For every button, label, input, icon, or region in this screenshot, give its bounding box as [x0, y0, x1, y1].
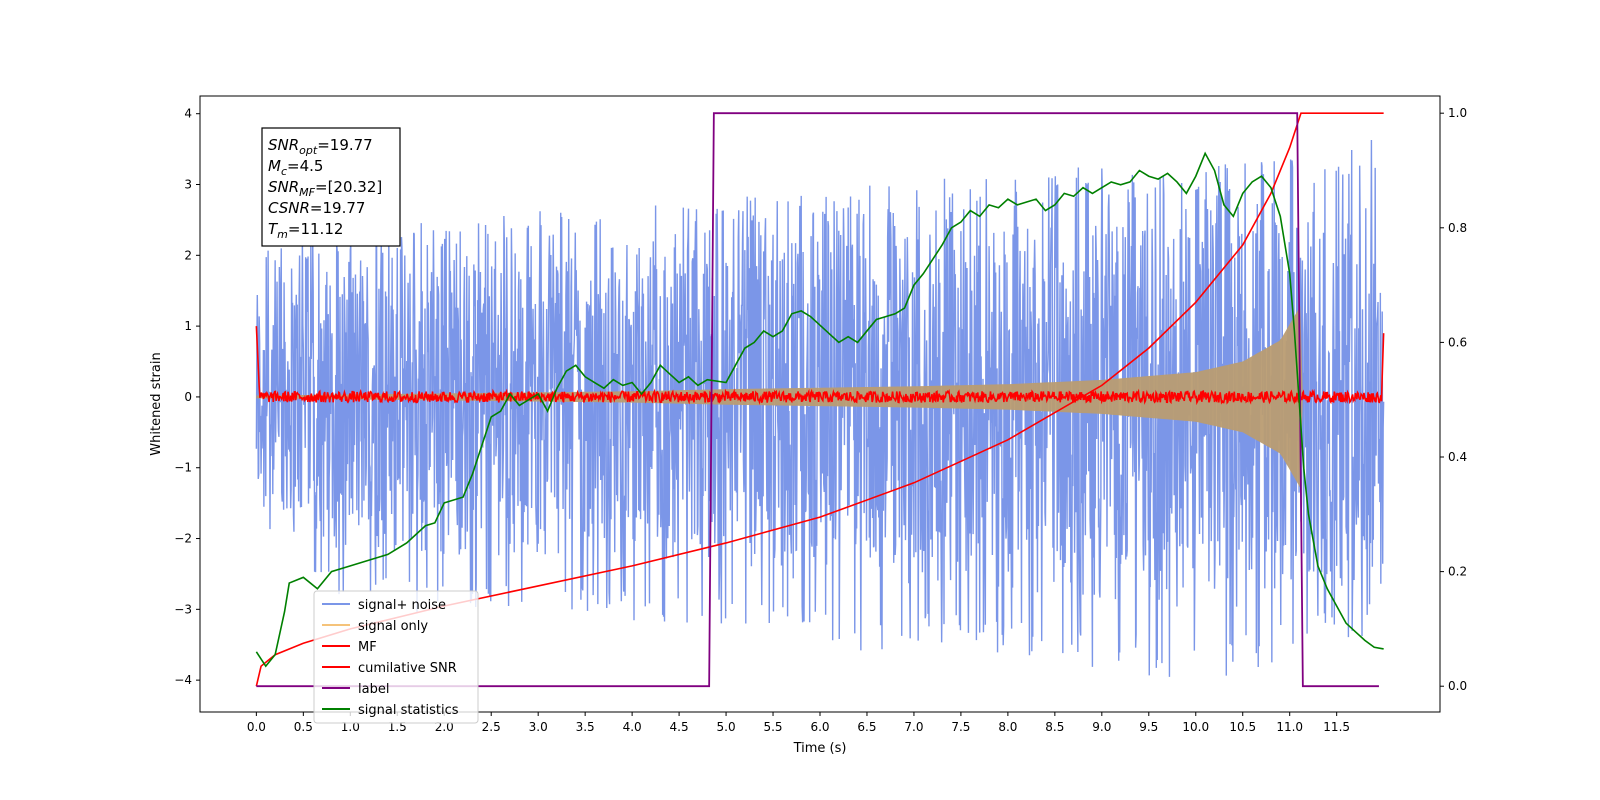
series-mf [255, 326, 1385, 406]
x-tick-label: 8.5 [1045, 720, 1064, 734]
y2-tick-label: 0.4 [1448, 450, 1467, 464]
x-tick-label: 4.0 [623, 720, 642, 734]
series-signal-noise [255, 139, 1385, 677]
y2-tick-label: 0.8 [1448, 221, 1467, 235]
legend-label: signal only [358, 619, 428, 634]
y-tick-label: 1 [184, 319, 192, 333]
legend-label: cumilative SNR [358, 661, 457, 676]
x-tick-label: 3.0 [529, 720, 548, 734]
x-tick-label: 11.5 [1323, 720, 1350, 734]
x-tick-label: 0.5 [294, 720, 313, 734]
annotation-frame [261, 127, 401, 247]
annotation-line: Tm=11.12 [268, 220, 343, 241]
annotation-box: SNRopt=19.77Mc=4.5SNRMF=[20.32]CSNR=19.7… [261, 127, 401, 247]
y-tick-label: −2 [174, 532, 192, 546]
y-tick-label: −4 [174, 673, 192, 687]
x-axis-label: Time (s) [793, 741, 847, 756]
annotation-line: Mc=4.5 [268, 157, 323, 178]
x-tick-label: 7.0 [904, 720, 923, 734]
y2-tick-label: 1.0 [1448, 106, 1467, 120]
y2-tick-label: 0.0 [1448, 679, 1467, 693]
legend-label: MF [358, 640, 377, 655]
x-tick-label: 5.5 [763, 720, 782, 734]
x-axis: 0.0 0.5 1.0 1.5 2.0 2.5 3.0 3.5 4.0 4.5 5.0 5.5 6.0 6… [247, 712, 1350, 734]
y-tick-label: −1 [174, 461, 192, 475]
x-tick-label: 5.0 [717, 720, 736, 734]
x-tick-label: 11.0 [1276, 720, 1303, 734]
y2-tick-label: 0.6 [1448, 335, 1467, 349]
x-tick-label: 9.5 [1139, 720, 1158, 734]
y-tick-label: 0 [184, 390, 192, 404]
x-tick-label: 0.0 [247, 720, 266, 734]
x-tick-label: 6.5 [857, 720, 876, 734]
series-signal-statistics [255, 151, 1384, 668]
legend-label: signal statistics [358, 703, 459, 718]
x-tick-label: 4.5 [670, 720, 689, 734]
y-axis-label: Whitened strain [149, 352, 164, 455]
x-tick-label: 10.0 [1182, 720, 1209, 734]
x-tick-label: 8.0 [998, 720, 1017, 734]
x-tick-label: 10.5 [1229, 720, 1256, 734]
legend-label: label [358, 682, 389, 697]
x-tick-label: 7.5 [951, 720, 970, 734]
x-tick-label: 2.5 [482, 720, 501, 734]
annotation-line: SNRopt=19.77 [268, 136, 373, 157]
series-label [256, 112, 1379, 688]
legend-label: signal+ noise [358, 598, 446, 613]
annotation-line: SNRMF=[20.32] [268, 178, 382, 199]
y2-tick-label: 0.2 [1448, 565, 1467, 579]
x-tick-label: 6.0 [810, 720, 829, 734]
x-tick-label: 3.5 [576, 720, 595, 734]
legend: signal+ noise signal only MF cumilative SNR… [313, 590, 479, 724]
x-tick-label: 9.0 [1092, 720, 1111, 734]
annotation-line: CSNR=19.77 [268, 199, 365, 217]
y-tick-label: −3 [174, 602, 192, 616]
y-axis-left: 4 3 2 1 0 −1 −2 −3 −4 [174, 107, 200, 687]
y-tick-label: 2 [184, 248, 192, 262]
legend-frame [313, 590, 479, 724]
y-tick-label: 3 [184, 178, 192, 192]
y-tick-label: 4 [184, 107, 192, 121]
y-axis-right: 1.0 0.8 0.6 0.4 0.2 0.0 [1440, 106, 1467, 693]
